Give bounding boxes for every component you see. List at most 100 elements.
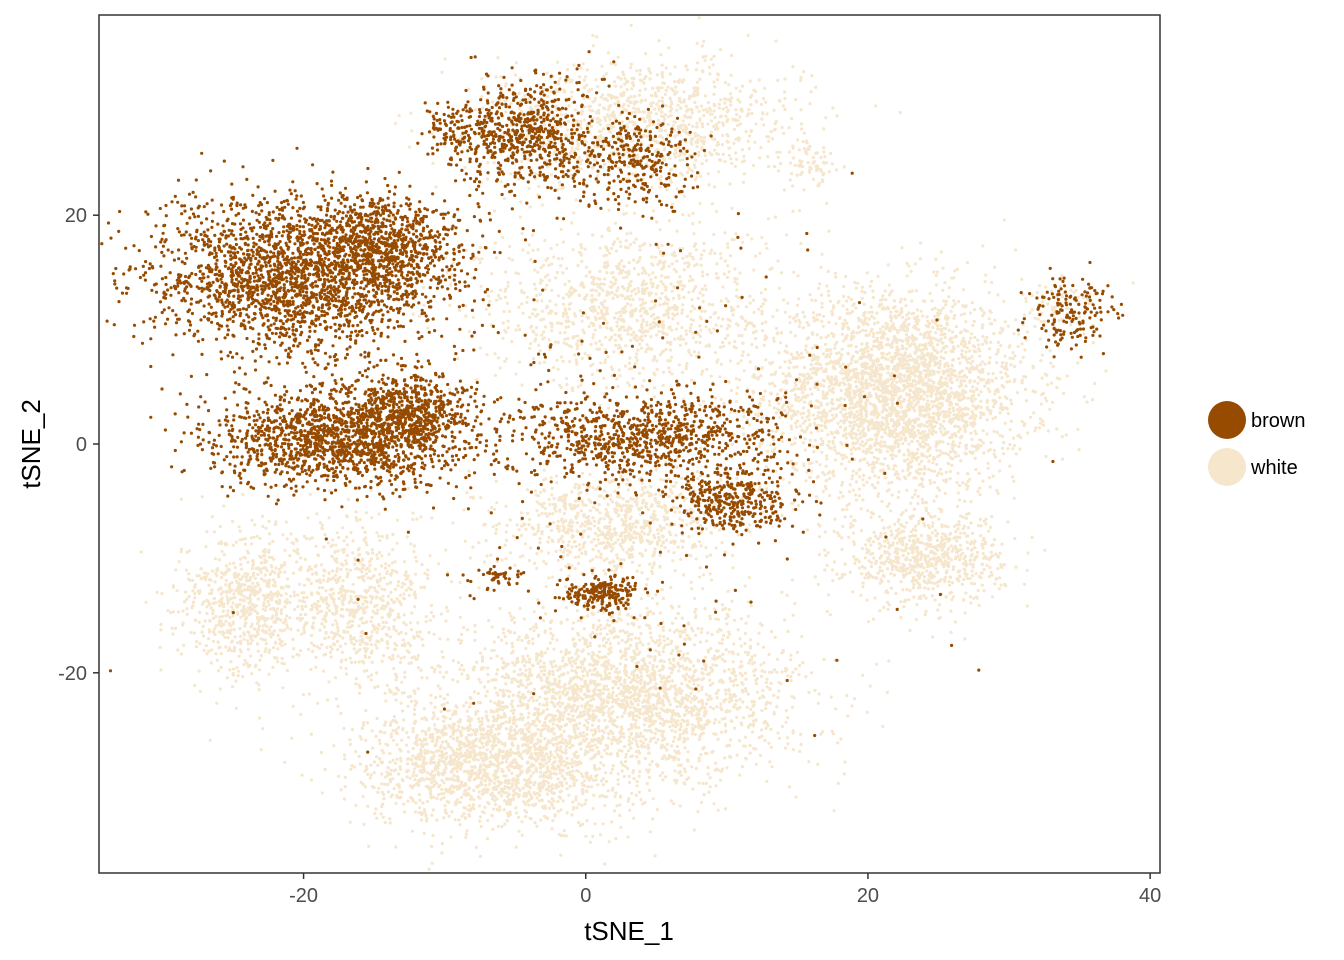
data-point-white [609, 61, 613, 65]
data-point-white [957, 445, 961, 449]
data-point-white [602, 127, 606, 131]
data-point-white [971, 562, 975, 567]
data-point-white [928, 354, 932, 358]
data-point-white [948, 400, 952, 405]
data-point-white [876, 320, 880, 324]
data-point-white [885, 504, 890, 508]
data-point-white [899, 325, 903, 329]
data-point-white [921, 383, 925, 387]
data-point-white [944, 470, 948, 474]
data-point-white [921, 378, 925, 382]
data-point-white [576, 142, 580, 146]
data-point-white [939, 467, 943, 471]
data-point-white [677, 96, 682, 100]
data-point-white [626, 165, 631, 169]
data-point-white [889, 384, 893, 388]
data-point-white [950, 364, 955, 368]
data-point-white [911, 534, 915, 538]
data-point-white [934, 412, 939, 416]
data-point-white [747, 108, 751, 112]
data-point-white [816, 405, 821, 409]
data-point-white [963, 637, 967, 641]
data-point-white [746, 139, 750, 143]
data-point-white [978, 493, 982, 497]
data-point-white [993, 265, 997, 269]
data-point-white [988, 565, 992, 570]
data-point-white [707, 65, 712, 69]
data-point-white [864, 386, 868, 390]
data-point-white [771, 438, 776, 442]
data-point-white [982, 556, 986, 560]
data-point-white [682, 98, 686, 102]
data-point-white [941, 396, 945, 400]
data-point-white [869, 565, 874, 569]
data-point-white [834, 361, 838, 365]
data-point-white [1009, 398, 1013, 402]
data-point-white [640, 98, 644, 102]
data-point-white [828, 299, 833, 303]
data-point-white [998, 551, 1002, 555]
data-point-white [606, 114, 610, 118]
data-point-white [613, 63, 618, 67]
data-point-white [695, 105, 699, 109]
data-point-white [823, 484, 827, 488]
data-point-white [908, 354, 913, 358]
data-point-white [571, 386, 575, 390]
data-point-white [934, 331, 938, 335]
data-point-white [910, 289, 914, 293]
data-point-white [933, 306, 937, 310]
data-point-white [961, 389, 965, 393]
data-point-white [962, 379, 967, 383]
data-point-white [862, 382, 866, 386]
data-point-white [566, 119, 571, 123]
data-point-white [776, 155, 780, 159]
data-point-white [858, 467, 862, 471]
data-point-white [961, 551, 965, 555]
data-point-white [918, 435, 923, 439]
data-point-white [992, 448, 996, 452]
data-point-white [940, 401, 944, 405]
data-point-white [649, 104, 654, 108]
data-point-white [940, 376, 944, 380]
data-point-white [835, 340, 839, 344]
data-point-white [871, 335, 876, 339]
data-point-white [854, 493, 858, 497]
data-point-white [773, 384, 777, 388]
data-point-white [700, 162, 704, 166]
data-point-white [936, 343, 940, 347]
data-point-white [923, 375, 928, 379]
data-point-white [555, 243, 559, 247]
data-point-white [849, 402, 853, 406]
data-point-white [892, 336, 897, 340]
data-point-white [820, 428, 824, 433]
data-point-white [964, 350, 968, 354]
data-point-white [931, 587, 935, 591]
data-point-white [930, 635, 935, 639]
data-point-white [924, 547, 928, 551]
data-point-white [886, 342, 890, 346]
data-point-white [895, 345, 899, 349]
data-point-white [928, 330, 932, 334]
data-point-white [864, 329, 868, 333]
data-point-white [612, 115, 617, 119]
data-point-white [557, 79, 561, 83]
data-point-white [702, 39, 706, 44]
data-point-white [995, 488, 999, 493]
data-point-white [974, 572, 978, 576]
data-point-white [705, 367, 709, 371]
data-point-white [949, 349, 953, 353]
data-point-white [883, 531, 887, 535]
data-point-white [851, 469, 855, 473]
data-point-white [874, 104, 878, 108]
data-point-white [665, 188, 669, 192]
data-point-white [944, 570, 948, 574]
data-point-white [926, 425, 930, 429]
data-point-white [845, 388, 849, 392]
data-point-white [957, 410, 961, 414]
data-point-white [885, 365, 889, 369]
data-point-white [809, 431, 813, 435]
data-point-white [514, 61, 519, 65]
data-point-white [729, 388, 734, 393]
data-point-white [795, 303, 800, 307]
data-point-white [913, 409, 917, 413]
